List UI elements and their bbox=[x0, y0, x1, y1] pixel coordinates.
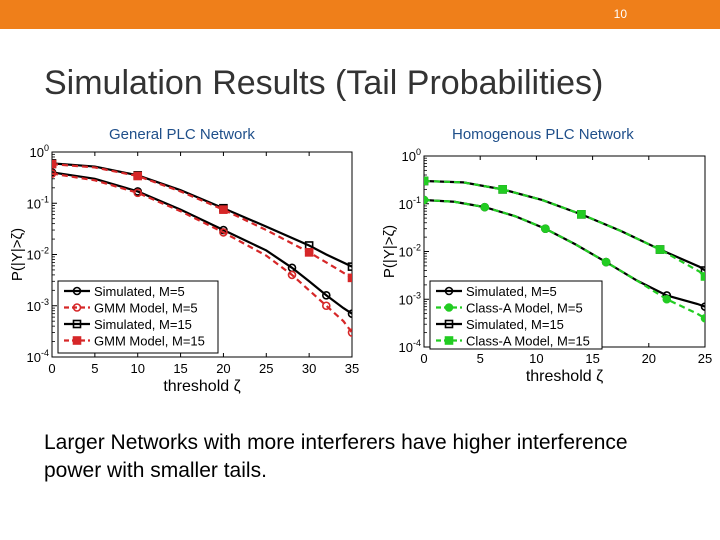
left-series-group bbox=[52, 159, 352, 337]
right-legend-label: Class-A Model, M=15 bbox=[466, 334, 590, 349]
left-series-2-point bbox=[347, 328, 352, 337]
left-legend-label: GMM Model, M=5 bbox=[94, 301, 198, 316]
right-y-tick-label: 10-2 bbox=[399, 243, 421, 260]
right-series-2-point bbox=[480, 202, 489, 212]
right-series-2-point bbox=[601, 257, 611, 267]
right-legend-marker bbox=[444, 336, 454, 345]
left-y-tick-label: 10-2 bbox=[27, 246, 49, 263]
slide-body-text: Larger Networks with more interferers ha… bbox=[44, 431, 628, 482]
right-series-line-2 bbox=[424, 198, 705, 320]
right-legend-marker bbox=[444, 319, 454, 329]
left-x-tick-label: 30 bbox=[302, 361, 316, 376]
left-series-4-point bbox=[347, 273, 352, 283]
right-series-4-point bbox=[498, 185, 507, 194]
homogenous-plc-chart: 0 5 10 15 20 25 100 10-1 10-2 10-3 10-4 threshold ζ… bbox=[381, 147, 712, 385]
right-series-group bbox=[424, 176, 705, 323]
right-x-tick-label: 20 bbox=[642, 351, 656, 366]
left-series-2-point bbox=[321, 301, 331, 311]
right-legend-marker bbox=[444, 303, 454, 312]
right-legend-label: Class-A Model, M=5 bbox=[466, 301, 583, 316]
slide-title: Simulation Results (Tail Probabilities) bbox=[44, 64, 604, 102]
left-legend-label: GMM Model, M=15 bbox=[94, 334, 205, 349]
left-y-axis-label: P(|Y|>ζ) bbox=[9, 228, 26, 281]
left-series-4-point bbox=[133, 171, 143, 181]
left-legend-label: Simulated, M=15 bbox=[94, 317, 192, 332]
right-x-axis-label: threshold ζ bbox=[526, 368, 603, 385]
right-y-tick-label: 10-1 bbox=[399, 195, 421, 212]
left-legend-label: Simulated, M=5 bbox=[94, 284, 185, 299]
right-series-4-point bbox=[577, 210, 586, 219]
right-y-tick-label: 10-4 bbox=[399, 338, 421, 355]
left-series-4-point bbox=[52, 159, 57, 169]
right-series-4-point bbox=[655, 245, 665, 254]
right-series-3-point bbox=[700, 266, 705, 275]
slide-number: 10 bbox=[613, 7, 627, 21]
left-y-tick-label: 10-3 bbox=[27, 297, 49, 314]
right-x-tick-label: 10 bbox=[529, 351, 543, 366]
left-x-tick-label: 10 bbox=[130, 361, 144, 376]
right-series-4-point bbox=[700, 272, 705, 281]
left-series-2-point bbox=[52, 169, 57, 178]
left-legend-marker bbox=[72, 336, 82, 345]
left-legend-marker bbox=[72, 286, 82, 296]
right-legend-label: Simulated, M=15 bbox=[466, 317, 564, 332]
left-series-2-point bbox=[133, 188, 143, 198]
right-x-tick-label: 15 bbox=[585, 351, 599, 366]
left-x-tick-label: 5 bbox=[91, 361, 98, 376]
right-series-2-point bbox=[662, 294, 672, 304]
right-series-2-point bbox=[700, 313, 705, 323]
right-series-1-point bbox=[700, 302, 705, 311]
left-series-1-point bbox=[321, 290, 331, 300]
left-series-4-point bbox=[304, 248, 314, 257]
right-y-tick-label: 10-3 bbox=[399, 290, 421, 307]
right-x-tick-label: 5 bbox=[477, 351, 484, 366]
right-legend-box bbox=[429, 280, 603, 350]
left-y-tick-label: 10-1 bbox=[27, 194, 49, 211]
left-series-4-point bbox=[219, 205, 228, 214]
left-y-tick-label: 100 bbox=[30, 143, 49, 160]
general-plc-chart: 0 5 10 15 20 25 30 35 100 10-1 10-2 10-3 10-4 thresho… bbox=[9, 143, 359, 395]
left-series-3-point bbox=[347, 262, 352, 271]
left-legend-marker bbox=[72, 303, 82, 312]
right-series-2-point bbox=[541, 224, 550, 234]
left-x-tick-label: 20 bbox=[216, 361, 230, 376]
left-x-tick-label: 35 bbox=[345, 361, 359, 376]
right-legend-marker bbox=[444, 286, 454, 296]
right-series-4-point bbox=[424, 176, 429, 186]
right-x-tick-label: 0 bbox=[420, 351, 427, 366]
left-chart-caption: General PLC Network bbox=[109, 126, 255, 143]
top-accent-bar: 10 bbox=[0, 0, 720, 29]
right-legend-label: Simulated, M=5 bbox=[466, 284, 557, 299]
left-x-tick-label: 25 bbox=[259, 361, 273, 376]
left-legend-marker bbox=[72, 319, 82, 329]
left-series-1-point bbox=[347, 309, 352, 318]
right-x-tick-label: 25 bbox=[698, 351, 712, 366]
right-chart-caption: Homogenous PLC Network bbox=[452, 126, 634, 143]
left-series-line-2 bbox=[52, 172, 352, 334]
left-y-tick-label: 10-4 bbox=[27, 348, 49, 365]
right-series-2-point bbox=[424, 195, 429, 205]
right-y-tick-label: 100 bbox=[402, 147, 421, 164]
left-series-2-point bbox=[219, 228, 228, 237]
right-y-axis-label: P(|Y|>ζ) bbox=[381, 225, 398, 278]
left-series-2-point bbox=[287, 270, 297, 280]
left-x-axis-label: threshold ζ bbox=[163, 378, 240, 395]
left-x-tick-label: 15 bbox=[173, 361, 187, 376]
left-series-line-1 bbox=[52, 171, 352, 315]
left-x-tick-label: 0 bbox=[48, 361, 55, 376]
